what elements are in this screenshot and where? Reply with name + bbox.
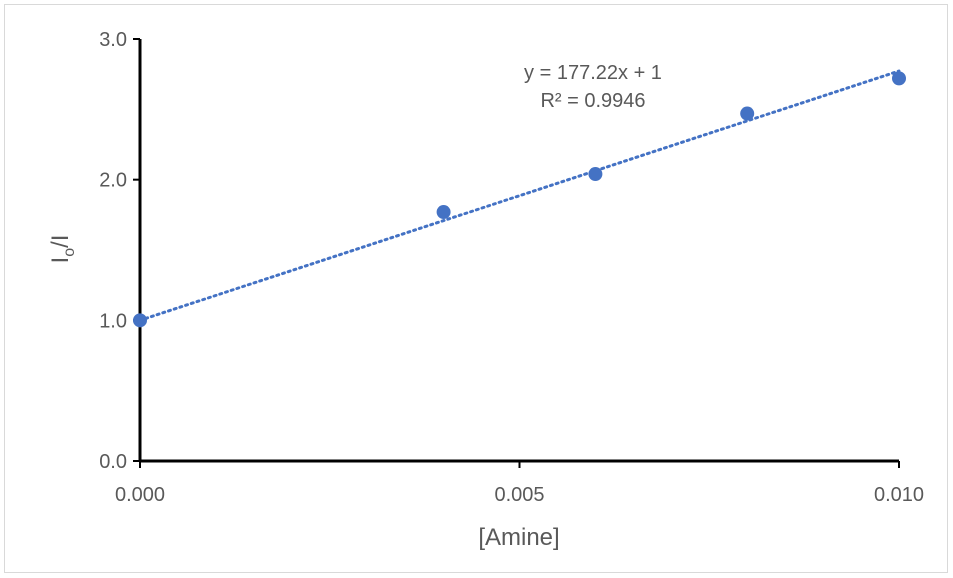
x-axis-title: [Amine] [478, 524, 559, 551]
axes [138, 39, 899, 463]
x-tick-label: 0.010 [874, 484, 924, 506]
trendline-group [138, 69, 901, 322]
chart-area [4, 4, 948, 573]
data-points [133, 71, 906, 328]
trendline-equation: y = 177.22x + 1 [524, 62, 662, 84]
x-tick-label: 0.000 [115, 484, 165, 506]
data-point [436, 205, 451, 220]
y-tick-label: 3.0 [99, 29, 127, 51]
y-axis-title: Io/I [47, 235, 78, 264]
y-axis-title-main: I [47, 257, 74, 264]
x-tick-label: 0.005 [494, 484, 544, 506]
y-axis-title-subscript: o [61, 248, 78, 257]
y-axis-title-tail: /I [47, 235, 74, 248]
data-point [892, 71, 906, 86]
data-point [740, 106, 755, 121]
ticks: 0.0 1.0 2.0 3.0 0.000 0.005 0.010 [99, 29, 924, 506]
y-tick-label: 1.0 [99, 310, 127, 332]
y-tick-label: 2.0 [99, 170, 127, 192]
data-point [133, 313, 147, 328]
trendline [138, 69, 901, 322]
r-squared-label: R² = 0.9946 [540, 90, 645, 112]
y-tick-label: 0.0 [99, 451, 127, 473]
data-point [588, 167, 603, 182]
